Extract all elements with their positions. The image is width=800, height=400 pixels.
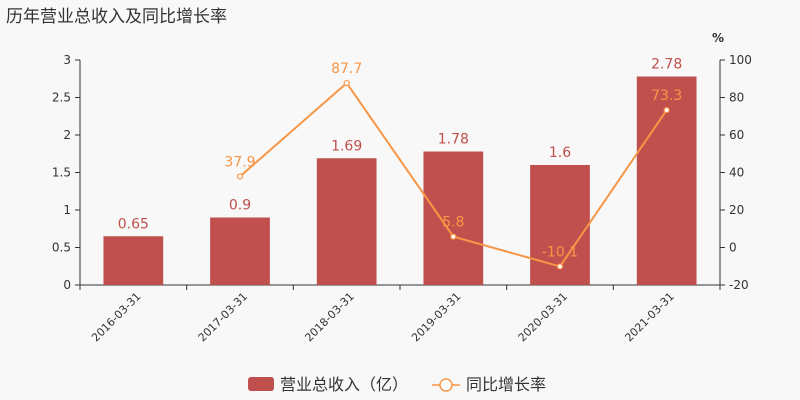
y-tick-label-right: 0 — [729, 241, 737, 255]
x-tick-label: 2020-03-31 — [516, 290, 570, 344]
y-tick-label-right: -20 — [729, 278, 749, 292]
growth-data-label: 37.9 — [224, 154, 255, 170]
x-tick-label: 2018-03-31 — [302, 290, 356, 344]
bar-data-label: 0.9 — [229, 198, 251, 214]
bar-data-label: 1.6 — [549, 145, 571, 161]
y-tick-label-right: 40 — [729, 166, 744, 180]
y-tick-label-left: 0 — [63, 278, 71, 292]
y-axis-right-label: % — [712, 31, 724, 45]
legend-bar-label: 营业总收入（亿） — [280, 375, 408, 394]
y-tick-label-right: 60 — [729, 128, 744, 142]
growth-data-label: 5.8 — [442, 215, 464, 231]
x-tick-label: 2021-03-31 — [622, 290, 676, 344]
y-tick-label-right: 100 — [729, 53, 752, 67]
legend-line-label: 同比增长率 — [466, 375, 546, 394]
bar — [210, 217, 270, 285]
y-tick-label-left: 3 — [63, 53, 71, 67]
growth-point — [236, 173, 244, 180]
bar-data-label: 2.78 — [651, 57, 682, 73]
y-tick-label-left: 0.5 — [52, 241, 71, 255]
growth-point — [556, 263, 564, 270]
y-tick-label-left: 1.5 — [52, 166, 71, 180]
bar-data-label: 1.69 — [331, 138, 362, 154]
bar-data-label: 0.65 — [118, 216, 149, 232]
legend-line-marker — [439, 378, 453, 392]
chart-title: 历年营业总收入及同比增长率 — [6, 7, 227, 27]
x-tick-label: 2019-03-31 — [409, 290, 463, 344]
growth-data-label: 73.3 — [651, 88, 682, 104]
y-tick-label-left: 2 — [63, 128, 71, 142]
bar — [423, 151, 484, 285]
x-tick-label: 2016-03-31 — [89, 290, 143, 344]
y-tick-label-left: 1 — [63, 203, 71, 217]
y-tick-label-right: 20 — [729, 203, 744, 217]
legend-bar-swatch — [248, 377, 274, 391]
bar — [103, 236, 164, 285]
growth-data-label: -10.1 — [542, 244, 578, 260]
growth-point — [450, 233, 457, 240]
growth-data-label: 87.7 — [331, 61, 362, 77]
bar-data-label: 1.78 — [438, 132, 469, 148]
growth-point — [663, 106, 670, 114]
y-tick-label-right: 80 — [729, 91, 744, 105]
growth-point — [343, 79, 350, 87]
y-tick-label-left: 2.5 — [52, 91, 71, 105]
x-tick-label: 2017-03-31 — [196, 290, 250, 344]
bar — [316, 158, 377, 285]
